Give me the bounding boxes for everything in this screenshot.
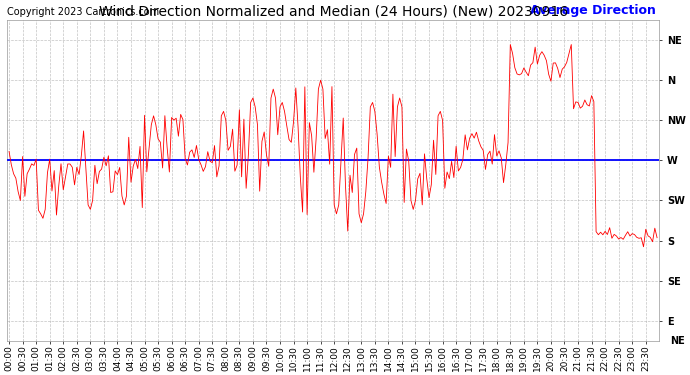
Text: NE: NE (671, 336, 685, 346)
Title: Wind Direction Normalized and Median (24 Hours) (New) 20230916: Wind Direction Normalized and Median (24… (99, 5, 568, 19)
Text: Copyright 2023 Cartronics.com: Copyright 2023 Cartronics.com (7, 7, 159, 17)
Text: Average Direction: Average Direction (530, 4, 656, 17)
